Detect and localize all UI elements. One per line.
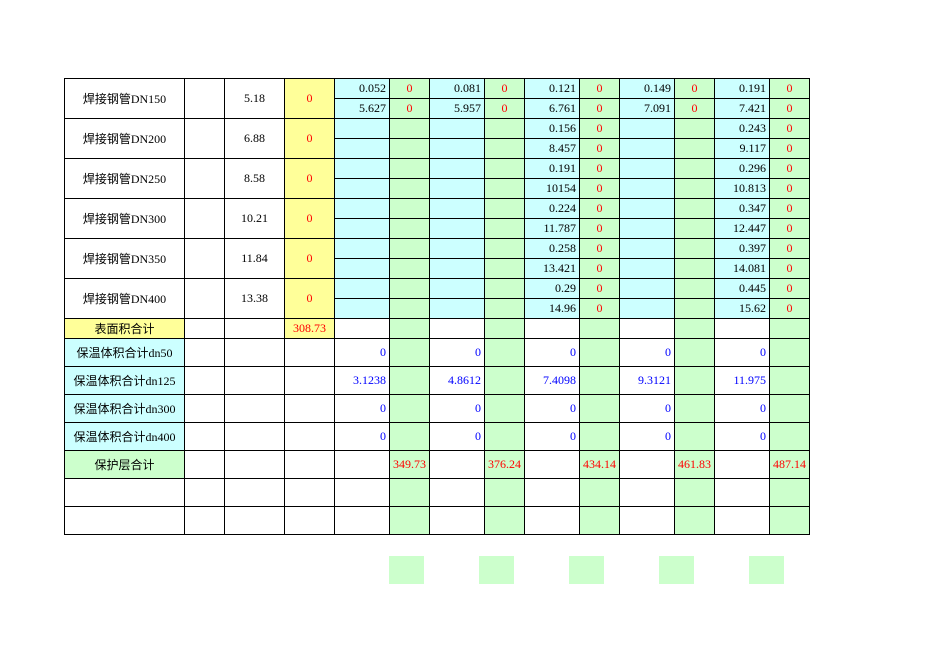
vol50-v1: 0 [335,339,390,367]
row-dn250-a: 焊接钢管DN250 8.58 0 0.191 0 0.296 0 [65,159,810,179]
label-dn150: 焊接钢管DN150 [65,79,185,119]
vol125-v5: 11.975 [715,367,770,395]
protect-v4: 461.83 [675,451,715,479]
z: 0 [485,79,525,99]
row-dn350-a: 焊接钢管DN350 11.84 0 0.258 0 0.397 0 [65,239,810,259]
label-dn350: 焊接钢管DN350 [65,239,185,279]
dn150-b-v2: 5.957 [430,99,485,119]
dn150-b-v3: 6.761 [525,99,580,119]
label-vol125: 保温体积合计dn125 [65,367,185,395]
qty-dn350: 11.84 [225,239,285,279]
row-dn300-a: 焊接钢管DN300 10.21 0 0.224 0 0.347 0 [65,199,810,219]
z: 0 [580,79,620,99]
label-surface-total: 表面积合计 [65,319,185,339]
label-vol400: 保温体积合计dn400 [65,423,185,451]
row-surface-total: 表面积合计 308.73 [65,319,810,339]
dn350-a-v3: 0.258 [525,239,580,259]
qty-dn250: 8.58 [225,159,285,199]
vol50-v2: 0 [430,339,485,367]
row-protect-total: 保护层合计 349.73 376.24 434.14 461.83 487.14 [65,451,810,479]
z: 0 [580,99,620,119]
vol125-v1: 3.1238 [335,367,390,395]
yz-dn200: 0 [285,119,335,159]
dn150-a-v1: 0.052 [335,79,390,99]
vol125-v4: 9.3121 [620,367,675,395]
dn400-b-v5: 15.62 [715,299,770,319]
blank [185,79,225,119]
z: 0 [390,79,430,99]
dn300-a-v3: 0.224 [525,199,580,219]
z: 0 [675,79,715,99]
data-table: 焊接钢管DN150 5.18 0 0.052 0 0.081 0 0.121 0… [64,78,810,535]
dn250-a-v3: 0.191 [525,159,580,179]
label-dn300: 焊接钢管DN300 [65,199,185,239]
dn250-a-v5: 0.296 [715,159,770,179]
dn350-b-v5: 14.081 [715,259,770,279]
protect-v5: 487.14 [770,451,810,479]
dn150-a-v2: 0.081 [430,79,485,99]
label-dn200: 焊接钢管DN200 [65,119,185,159]
row-blank-1 [65,479,810,507]
qty-dn400: 13.38 [225,279,285,319]
dn150-b-v1: 5.627 [335,99,390,119]
dn150-a-v5: 0.191 [715,79,770,99]
vol50-v5: 0 [715,339,770,367]
row-blank-2 [65,507,810,535]
row-dn400-a: 焊接钢管DN400 13.38 0 0.29 0 0.445 0 [65,279,810,299]
z: 0 [675,99,715,119]
dn400-a-v5: 0.445 [715,279,770,299]
z: 0 [770,99,810,119]
surface-total-val: 308.73 [285,319,335,339]
protect-v2: 376.24 [485,451,525,479]
row-vol300: 保温体积合计dn300 0 0 0 0 0 [65,395,810,423]
dn200-b-v5: 9.117 [715,139,770,159]
label-vol300: 保温体积合计dn300 [65,395,185,423]
dn300-b-v5: 12.447 [715,219,770,239]
dn150-b-v4: 7.091 [620,99,675,119]
row-vol125: 保温体积合计dn125 3.1238 4.8612 7.4098 9.3121 … [65,367,810,395]
dn250-b-v5: 10.813 [715,179,770,199]
stub-row [64,556,784,584]
dn300-a-v5: 0.347 [715,199,770,219]
dn350-a-v5: 0.397 [715,239,770,259]
dn150-a-v3: 0.121 [525,79,580,99]
z: 0 [485,99,525,119]
vol125-v3: 7.4098 [525,367,580,395]
dn150-b-v5: 7.421 [715,99,770,119]
qty-dn150: 5.18 [225,79,285,119]
protect-v1: 349.73 [390,451,430,479]
dn400-b-v3: 14.96 [525,299,580,319]
dn200-b-v3: 8.457 [525,139,580,159]
qty-dn300: 10.21 [225,199,285,239]
yz-dn150: 0 [285,79,335,119]
label-dn250: 焊接钢管DN250 [65,159,185,199]
row-dn150-a: 焊接钢管DN150 5.18 0 0.052 0 0.081 0 0.121 0… [65,79,810,99]
dn200-a-v5: 0.243 [715,119,770,139]
qty-dn200: 6.88 [225,119,285,159]
vol125-v2: 4.8612 [430,367,485,395]
dn350-b-v3: 13.421 [525,259,580,279]
dn300-b-v3: 11.787 [525,219,580,239]
row-vol50: 保温体积合计dn50 0 0 0 0 0 [65,339,810,367]
z: 0 [390,99,430,119]
dn200-a-v3: 0.156 [525,119,580,139]
z: 0 [770,79,810,99]
vol50-v4: 0 [620,339,675,367]
dn150-a-v4: 0.149 [620,79,675,99]
protect-v3: 434.14 [580,451,620,479]
row-vol400: 保温体积合计dn400 0 0 0 0 0 [65,423,810,451]
label-protect-total: 保护层合计 [65,451,185,479]
dn400-a-v3: 0.29 [525,279,580,299]
label-dn400: 焊接钢管DN400 [65,279,185,319]
dn250-b-v3: 10154 [525,179,580,199]
vol50-v3: 0 [525,339,580,367]
row-dn200-a: 焊接钢管DN200 6.88 0 0.156 0 0.243 0 [65,119,810,139]
label-vol50: 保温体积合计dn50 [65,339,185,367]
